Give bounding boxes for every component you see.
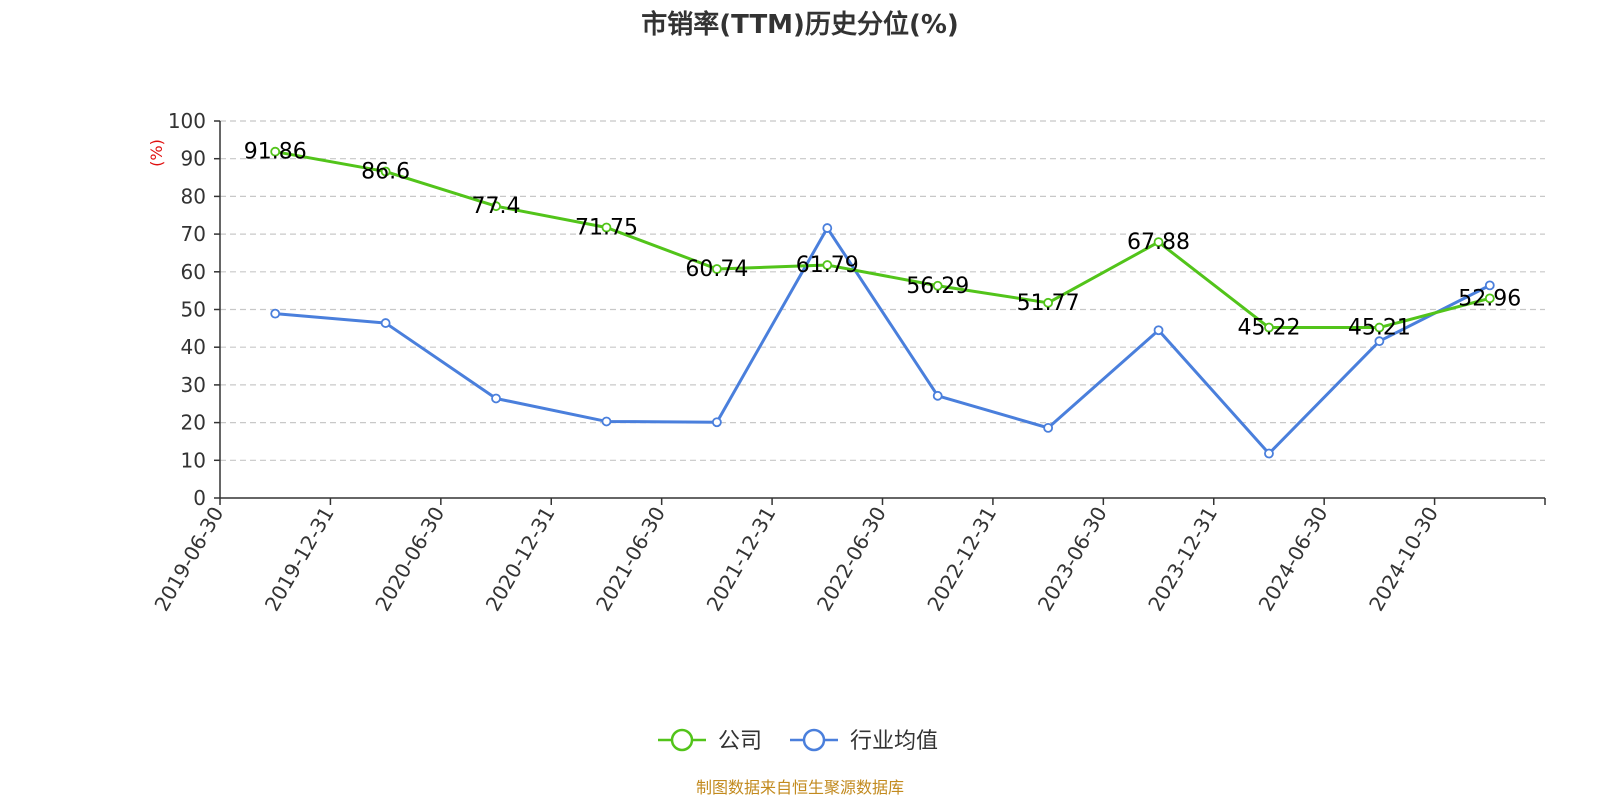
y-tick-labels: 0 10 20 30 40 50 60 70 80 90 100 bbox=[168, 109, 206, 510]
x-tick-label: 2022-06-30 bbox=[812, 503, 891, 616]
x-tick-label: 2023-12-31 bbox=[1143, 503, 1222, 616]
data-point bbox=[1264, 322, 1274, 333]
y-tick-label: 70 bbox=[181, 222, 206, 246]
x-tick-label: 2019-12-31 bbox=[260, 503, 339, 616]
data-label: 51.77 bbox=[1017, 291, 1080, 316]
y-tick-label: 40 bbox=[181, 335, 206, 359]
axes bbox=[214, 120, 1546, 505]
grid-lines bbox=[220, 120, 1545, 461]
data-labels: 91.86 86.6 77.4 71.75 60.74 61.79 56.29 51.77 67… bbox=[244, 140, 1522, 341]
legend-item-industry-average[interactable]: 行业均值 bbox=[790, 728, 938, 754]
legend-label-company: 公司 bbox=[718, 729, 762, 754]
y-tick-label: 0 bbox=[193, 486, 206, 510]
data-label: 45.21 bbox=[1348, 316, 1411, 341]
x-tick-label: 2022-12-31 bbox=[922, 503, 1001, 616]
data-label: 60.74 bbox=[685, 257, 748, 282]
chart-title: 市销率(TTM)历史分位(%) bbox=[641, 9, 959, 40]
series-company bbox=[270, 146, 1495, 333]
legend-label-industry-average: 行业均值 bbox=[850, 729, 938, 754]
x-tick-label: 2023-06-30 bbox=[1033, 503, 1112, 616]
data-point bbox=[491, 393, 501, 404]
data-label: 91.86 bbox=[244, 140, 307, 165]
x-tick-label: 2021-06-30 bbox=[591, 503, 670, 616]
x-tick-label: 2024-06-30 bbox=[1254, 503, 1333, 616]
x-tick-label: 2020-12-31 bbox=[481, 503, 560, 616]
data-point bbox=[380, 166, 391, 177]
data-point bbox=[822, 223, 833, 233]
data-point bbox=[1153, 325, 1164, 336]
data-label: 52.96 bbox=[1458, 286, 1521, 311]
data-point bbox=[270, 146, 281, 157]
y-tick-label: 30 bbox=[181, 373, 206, 397]
data-label: 77.4 bbox=[472, 194, 521, 219]
data-label: 67.88 bbox=[1127, 230, 1190, 255]
legend-marker-company bbox=[670, 728, 694, 752]
legend[interactable]: 公司 行业均值 bbox=[658, 728, 938, 754]
y-tick-label: 50 bbox=[181, 298, 206, 322]
data-point bbox=[1484, 280, 1495, 291]
y-tick-label: 20 bbox=[181, 411, 206, 435]
data-point bbox=[1043, 422, 1054, 433]
data-point bbox=[1043, 297, 1054, 308]
x-tick-label: 2021-12-31 bbox=[702, 503, 781, 616]
data-point bbox=[711, 417, 722, 428]
data-point bbox=[711, 264, 722, 274]
series-industry-average bbox=[270, 223, 1495, 459]
data-point bbox=[491, 201, 501, 212]
y-tick-label: 90 bbox=[181, 147, 206, 171]
data-point bbox=[932, 280, 943, 291]
source-note: 制图数据来自恒生聚源数据库 bbox=[696, 778, 904, 797]
x-tick-labels: 2019-06-30 2019-12-31 2020-06-30 2020-12-31… bbox=[149, 503, 1442, 616]
legend-marker-industry-average bbox=[802, 728, 826, 752]
data-label: 45.22 bbox=[1237, 316, 1300, 341]
data-point bbox=[601, 416, 612, 427]
x-tick-label: 2024-10-30 bbox=[1364, 503, 1443, 616]
data-point bbox=[932, 390, 943, 401]
y-tick-label: 100 bbox=[168, 109, 206, 133]
legend-item-company[interactable]: 公司 bbox=[658, 728, 762, 754]
x-tick-label: 2019-06-30 bbox=[149, 503, 228, 616]
data-point bbox=[822, 260, 833, 270]
series-layer bbox=[270, 146, 1495, 459]
data-label: 61.79 bbox=[796, 253, 859, 278]
data-point bbox=[1374, 336, 1385, 347]
data-point bbox=[1374, 322, 1385, 333]
data-point bbox=[1153, 237, 1164, 247]
data-point bbox=[380, 318, 391, 328]
y-tick-label: 10 bbox=[181, 448, 206, 472]
data-point bbox=[1484, 293, 1495, 304]
y-tick-label: 60 bbox=[181, 260, 206, 284]
data-point bbox=[1264, 448, 1274, 459]
data-label: 86.6 bbox=[361, 160, 410, 185]
x-tick-label: 2020-06-30 bbox=[370, 503, 449, 616]
data-point bbox=[601, 222, 612, 233]
data-label: 71.75 bbox=[575, 216, 638, 241]
series-line bbox=[275, 226, 1491, 456]
y-tick-label: 80 bbox=[181, 184, 206, 208]
data-label: 56.29 bbox=[906, 274, 969, 299]
series-line bbox=[274, 150, 1491, 330]
y-axis-unit: (%) bbox=[147, 139, 166, 167]
data-point bbox=[270, 308, 281, 319]
